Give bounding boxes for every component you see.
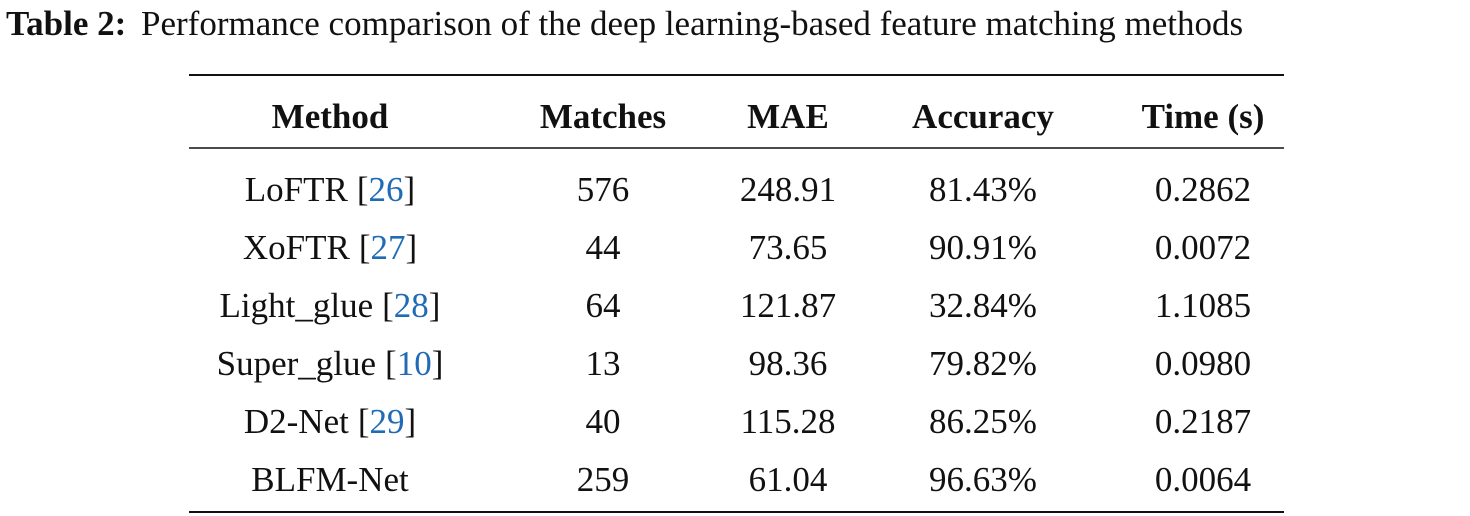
data-cell: 0.0072 — [1155, 228, 1251, 267]
method-cell: D2-Net [29] — [244, 402, 416, 441]
data-cell: 86.25% — [929, 402, 1037, 441]
citation[interactable]: 29 — [369, 402, 404, 441]
citation[interactable]: 27 — [370, 228, 405, 267]
data-cell: 115.28 — [741, 402, 836, 441]
data-cell: 64 — [586, 286, 621, 325]
caption-label: Table 2: — [6, 4, 126, 43]
citation[interactable]: 10 — [397, 344, 432, 383]
data-cell: 0.0980 — [1155, 344, 1251, 383]
bracket: [ — [385, 344, 397, 383]
method-cell: BLFM-Net — [251, 460, 409, 499]
method-name: XoFTR — [243, 228, 351, 267]
bracket: [ — [382, 286, 394, 325]
method-cell: LoFTR [26] — [245, 170, 415, 209]
bracket: ] — [404, 170, 416, 209]
header-cell: Accuracy — [912, 97, 1054, 136]
data-cell: 0.0064 — [1155, 460, 1251, 499]
bracket: ] — [432, 344, 444, 383]
header-cell: Matches — [540, 97, 666, 136]
data-cell: 61.04 — [749, 460, 828, 499]
bracket: [ — [357, 170, 369, 209]
data-cell: 259 — [577, 460, 630, 499]
method-name: D2-Net — [244, 402, 349, 441]
data-cell: 90.91% — [929, 228, 1037, 267]
header-cell: Method — [272, 97, 389, 136]
caption: Table 2: Performance comparison of the d… — [6, 4, 1243, 43]
data-cell: 79.82% — [929, 344, 1037, 383]
header-cell: Time (s) — [1142, 97, 1265, 136]
bracket: [ — [358, 402, 370, 441]
data-cell: 40 — [586, 402, 621, 441]
data-cell: 96.63% — [929, 460, 1037, 499]
method-cell: XoFTR [27] — [243, 228, 417, 267]
table-body: Method Matches MAE Accuracy Time (s)LoFTR [26… — [217, 97, 1265, 499]
data-cell: 32.84% — [929, 286, 1037, 325]
bracket: ] — [404, 402, 416, 441]
data-cell: 1.1085 — [1155, 286, 1251, 325]
data-cell: 81.43% — [929, 170, 1037, 209]
bracket: [ — [359, 228, 371, 267]
caption-text: Performance comparison of the deep learn… — [141, 4, 1243, 43]
method-cell: Light_glue [28] — [220, 286, 441, 325]
method-name: BLFM-Net — [251, 460, 409, 499]
data-cell: 0.2862 — [1155, 170, 1251, 209]
method-name: Light_glue — [220, 286, 374, 325]
data-cell: 44 — [586, 228, 621, 267]
citation[interactable]: 28 — [394, 286, 429, 325]
data-cell: 73.65 — [749, 228, 828, 267]
citation[interactable]: 26 — [369, 170, 404, 209]
method-name: Super_glue — [217, 344, 376, 383]
data-cell: 576 — [577, 170, 630, 209]
data-cell: 248.91 — [740, 170, 836, 209]
data-cell: 121.87 — [740, 286, 836, 325]
data-cell: 13 — [586, 344, 621, 383]
header-cell: MAE — [747, 97, 829, 136]
method-name: LoFTR — [245, 170, 349, 209]
data-cell: 0.2187 — [1155, 402, 1251, 441]
data-cell: 98.36 — [749, 344, 828, 383]
bracket: ] — [405, 228, 417, 267]
method-cell: Super_glue [10] — [217, 344, 444, 383]
bracket: ] — [429, 286, 441, 325]
